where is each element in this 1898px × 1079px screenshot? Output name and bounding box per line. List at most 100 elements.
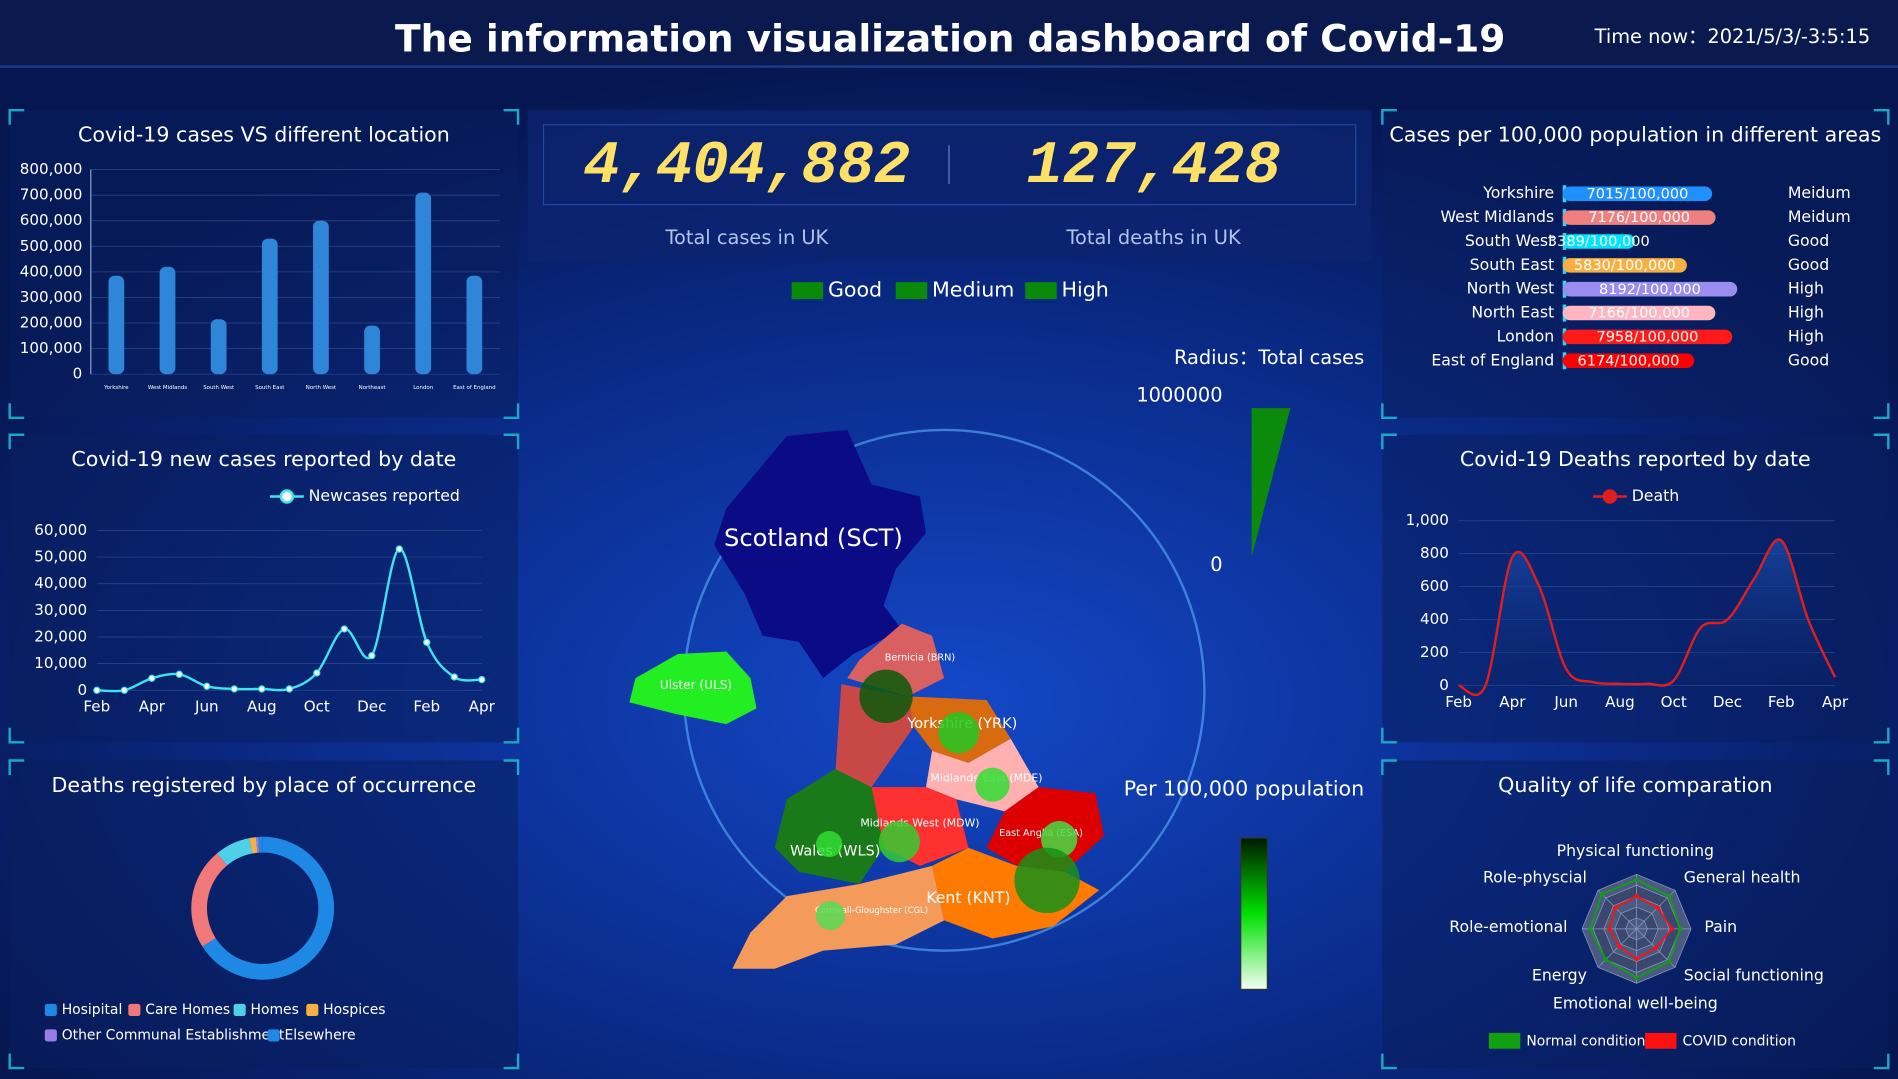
x-tick-label: Aug [1605, 693, 1635, 711]
legend-label: High [1062, 278, 1109, 302]
bubble [975, 767, 1010, 802]
x-tick-label: South West [203, 385, 234, 391]
panel [9, 760, 519, 1069]
panel-corner [503, 759, 520, 776]
donut-slice [255, 836, 260, 853]
y-tick-label: 30,000 [34, 601, 87, 619]
point [120, 686, 128, 694]
y-tick-label: 800 [1420, 544, 1449, 562]
point [148, 674, 156, 682]
status-label: High [1788, 279, 1824, 298]
x-tick-label: Dec [357, 698, 386, 716]
radar-label: General health [1684, 867, 1801, 886]
row-label: London [1497, 326, 1555, 345]
status-label: Meidum [1788, 207, 1851, 226]
radar-point [1634, 956, 1639, 961]
panel-corner [1873, 403, 1890, 420]
radar-label: Physical functioning [1557, 841, 1714, 860]
kpi-value: 4,404,882 [583, 133, 910, 201]
x-tick-label: South East [255, 385, 284, 391]
bar-label: 3389/100,000 [1548, 234, 1650, 250]
point [230, 685, 238, 693]
radar-point [1669, 926, 1675, 932]
point [450, 673, 458, 681]
bar [1562, 186, 1713, 202]
legend-label: Homes [251, 1002, 299, 1018]
panel-title: Covid-19 cases VS different location [78, 123, 450, 147]
legend-marker [1602, 489, 1618, 504]
color-scale [1240, 837, 1268, 990]
radar-point [1607, 926, 1612, 932]
bubble [815, 900, 845, 931]
row-label: North East [1471, 303, 1554, 322]
panel-corner [8, 759, 25, 776]
y-tick-label: 0 [73, 365, 83, 383]
radar-point [1634, 877, 1639, 882]
legend-label: Normal condition [1526, 1033, 1645, 1049]
point [258, 685, 266, 693]
region-label: Scotland (SCT) [724, 524, 903, 552]
legend-marker [279, 489, 295, 504]
bar [1562, 305, 1716, 321]
panel-title: Deaths registered by place of occurrence [52, 773, 477, 797]
region-label: Ulster (ULS) [660, 678, 732, 692]
x-tick-label: Feb [413, 698, 440, 716]
bar [1562, 258, 1687, 273]
dashboard-title: The information visualization dashboard … [395, 17, 1505, 61]
panel-corner [503, 108, 520, 125]
status-label: High [1788, 326, 1824, 345]
point [313, 669, 321, 677]
legend-label: COVID condition [1683, 1033, 1796, 1049]
bar [415, 192, 432, 375]
radar-point [1667, 893, 1672, 899]
radar-point [1655, 905, 1660, 910]
row-label: West Midlands [1441, 207, 1555, 226]
panel-corner [503, 1053, 520, 1070]
y-tick-label: 50,000 [34, 548, 87, 566]
point [395, 545, 403, 553]
bubble [938, 712, 980, 754]
bar-label: 6174/100,000 [1578, 353, 1680, 369]
bar-label: 7015/100,000 [1587, 186, 1689, 202]
region-label: Bernicia (BRN) [885, 653, 955, 664]
radar-point [1677, 926, 1683, 932]
panel-corner [503, 727, 520, 744]
x-tick-label: Aug [247, 698, 277, 716]
donut-slice [217, 838, 253, 866]
bar-label: 7176/100,000 [1588, 210, 1690, 226]
donut-slice [258, 836, 263, 853]
donut-slice [249, 837, 258, 854]
bar-label: 8192/100,000 [1599, 282, 1701, 298]
y-tick-label: 400,000 [20, 262, 83, 280]
radius-tick: 0 [1210, 553, 1222, 576]
color-scale-title: Per 100,000 population [1124, 777, 1364, 801]
x-tick-label: West Midlands [148, 385, 187, 391]
status-label: High [1788, 303, 1824, 322]
bar [1562, 329, 1733, 345]
panel-corner [1381, 727, 1397, 744]
bar-label: 7166/100,000 [1588, 306, 1690, 322]
radar-point [1667, 959, 1672, 964]
bar-label: 7958/100,000 [1597, 330, 1699, 346]
radar-label: Emotional well-being [1553, 993, 1718, 1012]
y-tick-label: 60,000 [34, 521, 87, 539]
panel-corner [1381, 759, 1397, 776]
panel-corner [1381, 433, 1397, 450]
status-label: Good [1788, 350, 1829, 369]
radius-tick: 1000000 [1136, 383, 1222, 406]
panel-corner [503, 403, 520, 420]
bar [1562, 234, 1635, 249]
region-label: Midlands West (MDW) [860, 816, 979, 829]
x-tick-label: Oct [1661, 693, 1687, 711]
y-tick-label: 0 [1439, 676, 1449, 694]
donut-slice [191, 853, 228, 947]
kpi-panel [527, 110, 1372, 262]
legend-swatch [895, 282, 928, 300]
panel-title: Quality of life comparation [1498, 773, 1772, 797]
kpi-value: 127,428 [1026, 133, 1280, 201]
bubble [859, 669, 913, 724]
legend-label: Hospices [323, 1002, 385, 1018]
legend-swatch [44, 1003, 57, 1017]
bar [159, 266, 176, 375]
